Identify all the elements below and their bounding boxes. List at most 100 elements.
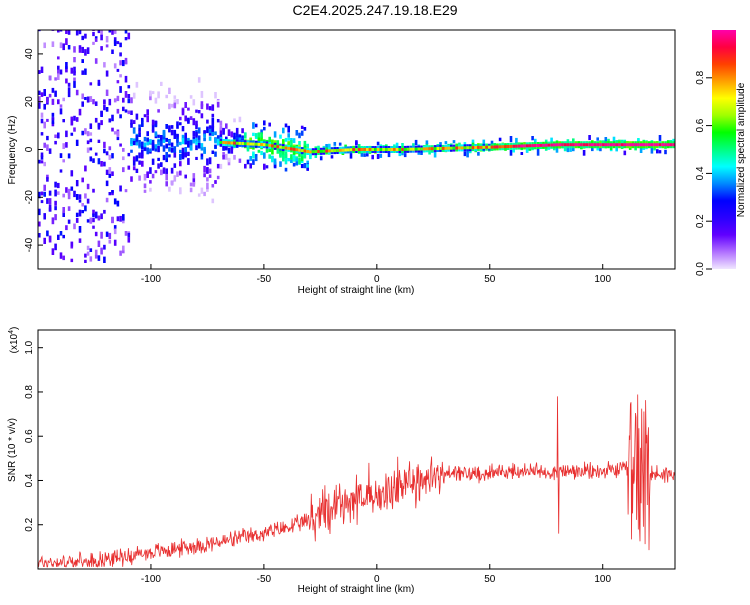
spectrogram-cell [46, 174, 49, 179]
spectrogram-cell [40, 112, 44, 118]
spectrogram-cell [70, 170, 74, 177]
spectrogram-cell [65, 66, 68, 73]
spectrogram-cell [254, 142, 258, 146]
spectrogram-cell [105, 107, 109, 112]
spectrogram-cell [124, 30, 128, 31]
spectrogram-cell [179, 190, 182, 195]
spectrogram-cell [162, 139, 166, 143]
spectrogram-cell [57, 182, 60, 189]
spectrogram-cell [504, 145, 507, 149]
spectrogram-cell [265, 143, 269, 147]
spectrogram-cell [273, 144, 277, 148]
spectrogram-cell [607, 143, 610, 147]
spectrogram-cell [290, 154, 293, 160]
spectrogram-cell [73, 66, 76, 74]
spectrogram-cell [84, 259, 87, 263]
spectrogram-cell [165, 168, 168, 175]
spectrogram-cell [84, 49, 87, 56]
spectrogram-cell [303, 127, 307, 131]
spectrogram-cell [78, 108, 82, 116]
spectrogram-cell [328, 143, 331, 150]
spectrogram-cell [200, 91, 204, 98]
spectrogram-cell [124, 60, 128, 65]
spectrogram-cell [216, 175, 220, 180]
spectrogram-cell [197, 143, 201, 148]
spectrogram-cell [67, 206, 71, 211]
spectrogram-cell [59, 42, 63, 49]
spectrogram-cell [119, 60, 122, 66]
spectrogram-cell [550, 143, 553, 147]
spectrogram-cell [116, 68, 120, 72]
spectrogram-cell [173, 163, 177, 168]
spectrogram-cell [86, 96, 90, 103]
spectrogram-cell [379, 153, 383, 158]
spectrogram-cell [246, 145, 250, 152]
spectrogram-cell [501, 145, 505, 149]
spectrogram-cell [70, 186, 74, 191]
spectrogram-cell [105, 44, 109, 48]
spectrogram-cell [441, 146, 445, 150]
spectrogram-cell [43, 142, 46, 148]
spectrogram-cell [447, 146, 450, 150]
spectrogram-cell [371, 148, 374, 151]
spectrogram-cell [113, 63, 117, 69]
y-tick-label: 1.0 [24, 340, 35, 354]
spectrogram-cell [306, 167, 309, 171]
spectrogram-cell [187, 151, 190, 156]
spectrogram-cell [563, 145, 567, 152]
spectrogram-cell [168, 87, 171, 94]
spectrogram-cell [162, 130, 166, 137]
spectrogram-cell [48, 198, 52, 205]
spectrogram-cell [555, 143, 559, 147]
spectrogram-cell [67, 30, 71, 35]
spectrogram-cell [57, 65, 60, 72]
spectrogram-cell [471, 146, 475, 150]
spectrogram-cell [86, 251, 90, 256]
spectrogram-cell [658, 143, 662, 147]
spectrogram-cell [208, 136, 212, 141]
spectrogram-cell [59, 108, 63, 115]
spectrogram-cell [192, 173, 196, 179]
spectrogram-cell [192, 138, 196, 144]
spectrogram-cell [431, 147, 434, 151]
spectrogram-cell [57, 234, 60, 240]
spectrogram-x-label: Height of straight line (km) [298, 285, 415, 296]
spectrogram-cell [67, 87, 71, 93]
x-tick-label: 50 [484, 574, 496, 585]
spectrogram-cell [241, 128, 244, 134]
spectrogram-cell [254, 156, 258, 162]
spectrogram-cell [425, 147, 429, 151]
spectrogram-cell [124, 189, 128, 193]
spectrogram-cell [206, 177, 209, 182]
spectrogram-cell [219, 125, 223, 131]
spectrogram-cell [558, 143, 561, 147]
spectrogram-cell [65, 130, 68, 138]
spectrogram-cell [403, 147, 407, 151]
spectrogram-cell [67, 45, 71, 50]
spectrogram-cell [168, 146, 171, 152]
spectrogram-cell [200, 101, 204, 107]
spectrogram-cell [78, 48, 82, 53]
spectrogram-cell [276, 148, 280, 154]
spectrogram-cell [122, 106, 125, 112]
x-tick-label: -50 [257, 574, 272, 585]
spectrogram-cell [235, 141, 239, 145]
spectrogram-cell [195, 137, 198, 142]
spectrogram-cell [111, 114, 114, 122]
snr-scale-suffix: ) [9, 327, 20, 330]
spectrogram-cell [43, 213, 46, 220]
spectrogram-cell [450, 146, 453, 150]
spectrogram-cell [401, 143, 404, 149]
spectrogram-cell [73, 80, 76, 88]
spectrogram-cell [92, 99, 95, 105]
spectrogram-cell [81, 35, 84, 41]
spectrogram-cell [189, 95, 193, 99]
spectrogram-cell [214, 151, 217, 157]
spectrogram-cell [561, 143, 564, 147]
spectrogram-cell [111, 49, 114, 54]
spectrogram-cell [108, 98, 112, 106]
y-tick-label: 40 [24, 48, 35, 60]
spectrogram-cell [170, 125, 174, 129]
spectrogram-cell [298, 148, 301, 152]
spectrogram-cell [138, 133, 141, 137]
